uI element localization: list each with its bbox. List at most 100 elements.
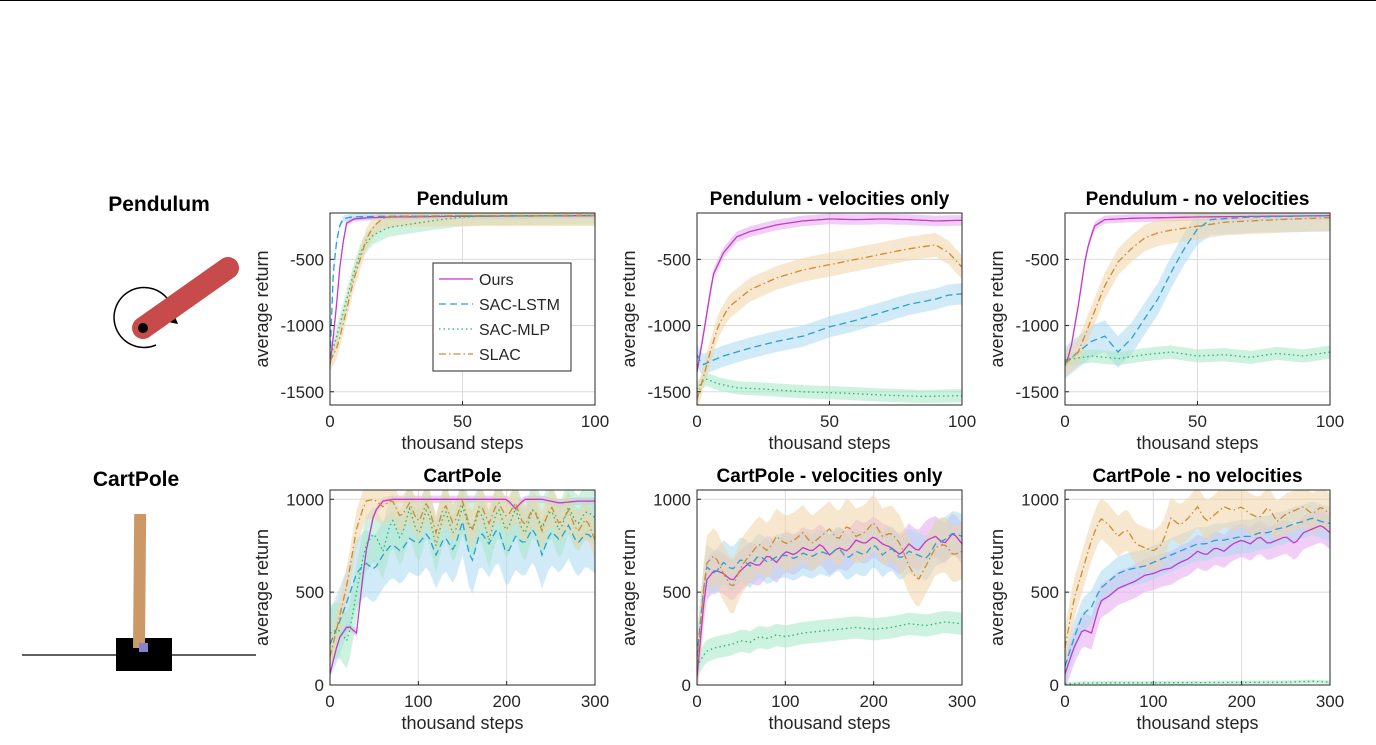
pendulum-rod: [132, 257, 239, 339]
top-rule: [0, 0, 1376, 1]
band-slac: [697, 495, 962, 685]
band-sac-lstm: [697, 283, 962, 376]
y-tick-label: 0: [682, 676, 691, 695]
x-axis-label: thousand steps: [401, 433, 523, 453]
x-tick-label: 100: [404, 692, 432, 711]
x-tick-label: 100: [1139, 692, 1167, 711]
legend-label-sac-mlp: SAC-MLP: [479, 322, 550, 339]
line-sac-lstm: [697, 293, 962, 366]
y-tick-label: -500: [290, 250, 324, 269]
x-tick-label: 300: [1316, 692, 1344, 711]
y-axis-label: average return: [987, 250, 1007, 367]
y-axis-label: average return: [619, 529, 639, 646]
line-sac-lstm: [330, 521, 595, 645]
line-slac: [1065, 216, 1330, 365]
x-tick-label: 100: [1316, 412, 1344, 431]
line-slac: [1065, 505, 1330, 649]
x-tick-label: 100: [948, 412, 976, 431]
y-tick-label: 500: [663, 583, 691, 602]
y-tick-label: -1500: [281, 383, 324, 402]
x-tick-label: 0: [325, 692, 334, 711]
line-sac-lstm: [697, 532, 962, 658]
y-axis-label: average return: [252, 529, 272, 646]
series-group: [697, 213, 962, 405]
y-tick-label: -1500: [648, 383, 691, 402]
y-axis-label: average return: [252, 250, 272, 367]
y-tick-label: -1000: [648, 317, 691, 336]
series-group: [330, 213, 595, 372]
x-tick-label: 300: [581, 692, 609, 711]
line-slac: [330, 214, 595, 362]
chart-1: 0 50 100 -1500 -1000 -500 Pendulum thousand ste…: [252, 189, 609, 453]
x-axis-label: thousand steps: [768, 713, 890, 733]
line-ours: [697, 218, 962, 373]
pendulum-illustration: [113, 257, 239, 349]
y-axis-label: average return: [987, 529, 1007, 646]
chart-title: Pendulum: [417, 189, 509, 210]
chart-title: CartPole: [423, 466, 501, 487]
band-slac: [697, 232, 962, 405]
series-group: [330, 490, 595, 678]
chart-title: CartPole - no velocities: [1092, 466, 1302, 487]
x-tick-label: 50: [453, 412, 472, 431]
x-axis-label: thousand steps: [401, 713, 523, 733]
line-slac: [330, 498, 595, 658]
x-axis-label: thousand steps: [1136, 433, 1258, 453]
band-sac-lstm: [1065, 213, 1330, 379]
y-tick-label: 0: [1050, 676, 1059, 695]
chart-title: CartPole - velocities only: [717, 466, 943, 487]
x-tick-label: 50: [820, 412, 839, 431]
x-tick-label: 0: [325, 412, 334, 431]
x-tick-label: 200: [1227, 692, 1255, 711]
legend-label-ours: Ours: [479, 272, 514, 289]
cartpole-illustration: [22, 513, 256, 671]
line-ours: [1065, 214, 1330, 366]
line-ours: [697, 533, 962, 678]
x-tick-label: 100: [581, 412, 609, 431]
line-sac-mlp: [330, 504, 595, 643]
x-tick-label: 0: [1060, 692, 1069, 711]
x-tick-label: 200: [492, 692, 520, 711]
env-title-cartpole: CartPole: [92, 468, 180, 491]
x-tick-label: 0: [1060, 412, 1069, 431]
y-tick-label: 1000: [653, 490, 691, 509]
axes-frame: [1064, 489, 1331, 686]
line-sac-mlp: [697, 621, 962, 667]
chart-5: 0 100 200 300 0 500 1000 CartPole - velocities …: [619, 466, 976, 733]
y-tick-label: -500: [1025, 250, 1059, 269]
line-slac: [697, 244, 962, 400]
x-tick-label: 200: [859, 692, 887, 711]
line-sac-mlp: [697, 378, 962, 398]
series-group: [1065, 490, 1330, 685]
cartpole-pole: [133, 513, 147, 649]
series-group: [1065, 213, 1330, 379]
x-tick-label: 0: [692, 692, 701, 711]
line-ours: [1065, 525, 1330, 675]
y-tick-label: 0: [315, 676, 324, 695]
axes-frame: [329, 489, 596, 686]
y-tick-label: 500: [296, 583, 324, 602]
y-tick-label: 1000: [286, 490, 324, 509]
x-tick-label: 50: [1188, 412, 1207, 431]
band-sac-lstm: [1065, 501, 1330, 684]
x-tick-label: 300: [948, 692, 976, 711]
x-tick-label: 100: [771, 692, 799, 711]
y-tick-label: -1000: [1016, 317, 1059, 336]
x-axis-label: thousand steps: [768, 433, 890, 453]
y-axis-label: average return: [619, 250, 639, 367]
env-title-pendulum: Pendulum: [108, 193, 210, 216]
y-tick-label: 500: [1031, 583, 1059, 602]
legend: Ours SAC-LSTM SAC-MLP SLAC: [432, 262, 572, 372]
chart-3: 0 50 100 -1500 -1000 -500 Pendulum - no veloci…: [987, 189, 1344, 453]
legend-box: [432, 262, 572, 372]
series-group: [697, 495, 962, 685]
legend-label-slac: SLAC: [479, 347, 521, 364]
chart-2: 0 50 100 -1500 -1000 -500 Pendulum - velocitie…: [619, 189, 976, 453]
y-tick-label: -1500: [1016, 383, 1059, 402]
band-slac: [1065, 213, 1330, 378]
cartpole-axle: [139, 643, 148, 652]
chart-title: Pendulum - velocities only: [710, 189, 950, 210]
y-tick-label: 1000: [1021, 490, 1059, 509]
band-sac-mlp: [1065, 679, 1330, 685]
band-slac: [1065, 490, 1330, 669]
